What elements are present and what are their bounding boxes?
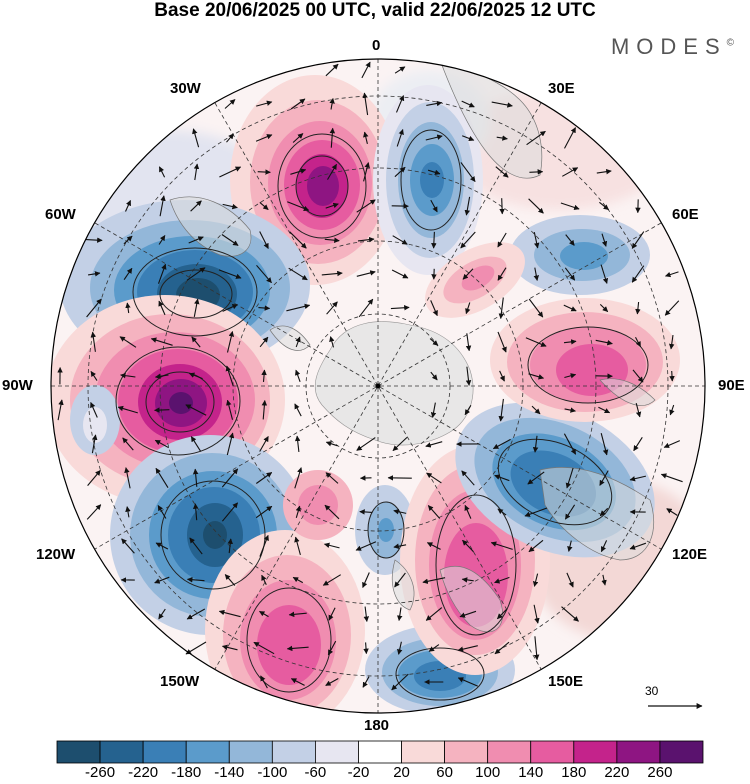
colorbar-swatch bbox=[660, 741, 703, 763]
colorbar-swatch bbox=[186, 741, 229, 763]
colorbar-tick-label: -60 bbox=[305, 764, 327, 781]
colorbar-tick-label: 260 bbox=[647, 764, 672, 781]
colorbar-tick-label: -220 bbox=[128, 764, 158, 781]
label-lon-30w: 30W bbox=[170, 80, 201, 97]
colorbar-swatch bbox=[358, 741, 401, 763]
colorbar-swatch bbox=[445, 741, 488, 763]
colorbar-swatch bbox=[488, 741, 531, 763]
reference-vector-label: 30 bbox=[645, 684, 658, 698]
label-lon-180: 180 bbox=[364, 717, 389, 734]
wind-vector-arrow bbox=[529, 172, 542, 173]
label-lon-90w: 90W bbox=[2, 377, 33, 394]
colorbar-tick-label: -180 bbox=[171, 764, 201, 781]
anomaly-negative-60e bbox=[510, 215, 650, 295]
label-lon-60e: 60E bbox=[672, 206, 699, 223]
colorbar-swatch bbox=[229, 741, 272, 763]
label-lon-120e: 120E bbox=[672, 546, 707, 563]
label-lon-30e: 30E bbox=[548, 80, 575, 97]
wind-vector-arrow bbox=[258, 172, 271, 173]
colorbar-swatch bbox=[315, 741, 358, 763]
colorbar-swatch bbox=[100, 741, 143, 763]
colorbar-tick-label: 20 bbox=[393, 764, 410, 781]
label-lon-150e: 150E bbox=[548, 673, 583, 690]
label-lon-0: 0 bbox=[372, 37, 380, 54]
colorbar bbox=[55, 740, 705, 764]
colorbar-tick-label: 100 bbox=[475, 764, 500, 781]
colorbar-tick-label: 60 bbox=[436, 764, 453, 781]
label-lon-60w: 60W bbox=[45, 206, 76, 223]
colorbar-tick-label: -100 bbox=[257, 764, 287, 781]
colorbar-swatch bbox=[617, 741, 660, 763]
colorbar-swatch bbox=[402, 741, 445, 763]
colorbar-tick-label: 180 bbox=[561, 764, 586, 781]
label-lon-90e: 90E bbox=[718, 377, 745, 394]
colorbar-tick-label: -140 bbox=[214, 764, 244, 781]
polar-map bbox=[0, 0, 750, 740]
colorbar-tick-label: -260 bbox=[85, 764, 115, 781]
colorbar-tick-label: 220 bbox=[604, 764, 629, 781]
wind-vector-arrow bbox=[672, 371, 673, 381]
label-lon-120w: 120W bbox=[36, 546, 75, 563]
colorbar-swatch bbox=[272, 741, 315, 763]
colorbar-swatch bbox=[57, 741, 100, 763]
wind-vector-arrow bbox=[502, 198, 503, 214]
colorbar-swatch bbox=[143, 741, 186, 763]
colorbar-swatch bbox=[531, 741, 574, 763]
colorbar-labels: -260 -220 -180 -140 -100 -60 -20 20 60 100 140 180 2… bbox=[0, 764, 750, 784]
colorbar-swatch bbox=[574, 741, 617, 763]
wind-vector-arrow bbox=[155, 410, 170, 411]
label-lon-150w: 150W bbox=[160, 673, 199, 690]
colorbar-tick-label: -20 bbox=[348, 764, 370, 781]
colorbar-tick-label: 140 bbox=[518, 764, 543, 781]
